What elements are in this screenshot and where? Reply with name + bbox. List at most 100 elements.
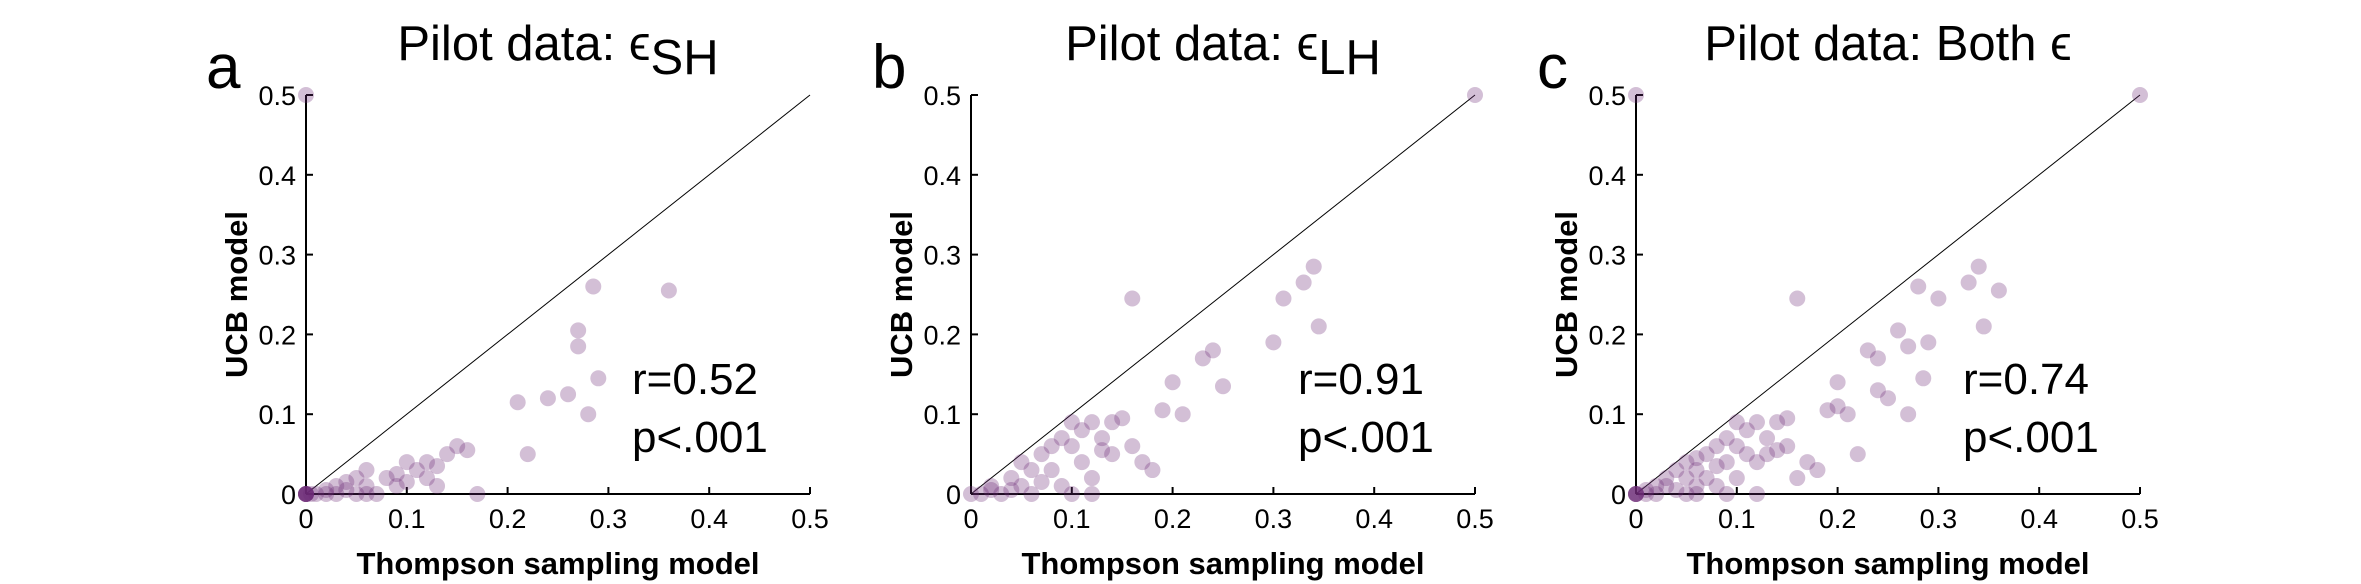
scatter-point (1144, 462, 1161, 479)
scatter-point (298, 486, 314, 502)
panel-title: Pilot data: ϵLH (1065, 17, 1381, 85)
scatter-point (1628, 486, 1644, 502)
scatter-point (585, 278, 602, 295)
scatter-point (1668, 462, 1685, 479)
panel-a: a Pilot data: ϵSH 0 0.1 0.2 0.3 0.4 0.5 0 0.1 0.2 0… (206, 17, 829, 581)
scatter-point (1900, 338, 1917, 355)
scatter-point (1960, 274, 1977, 291)
scatter-point (298, 486, 314, 502)
scatter-point (1194, 350, 1211, 367)
scatter-point (1124, 438, 1141, 455)
scatter-point (1628, 486, 1644, 502)
scatter-point (1789, 470, 1806, 487)
scatter-point (358, 462, 375, 479)
y-tick-label: 0.4 (923, 161, 961, 191)
scatter-point (983, 478, 1000, 495)
scatter-point (2132, 87, 2148, 103)
y-tick-label: 0.3 (258, 241, 296, 271)
scatter-point (1910, 278, 1927, 295)
x-tick-label: 0.2 (489, 504, 527, 534)
scatter-point (429, 458, 446, 475)
scatter-point (1063, 486, 1080, 502)
scatter-point (1728, 414, 1745, 431)
scatter-point (388, 466, 405, 483)
y-tick-label: 0.2 (1588, 320, 1626, 350)
scatter-point (1073, 422, 1090, 439)
x-tick-label: 0.4 (1355, 504, 1393, 534)
scatter-point (1799, 454, 1816, 471)
scatter-point (1104, 414, 1121, 431)
correlation-r: r=0.74 (1963, 355, 2089, 404)
y-tick-label: 0 (946, 480, 961, 510)
scatter-point (1748, 414, 1765, 431)
scatter-point (1134, 454, 1151, 471)
scatter-point (418, 454, 435, 471)
panel-c: c Pilot data: Both ϵ 0 0.1 0.2 0.3 0.4 0.5 0 0.1 0… (1537, 17, 2159, 581)
scatter-point (398, 474, 415, 491)
scatter-point (1003, 470, 1020, 487)
scatter-point (1688, 486, 1705, 502)
scatter-point (1718, 430, 1735, 447)
scatter-point (1869, 382, 1886, 399)
scatter-point (1073, 454, 1090, 471)
scatter-point (1859, 342, 1876, 359)
scatter-point (1970, 258, 1987, 275)
title-prefix: Pilot data: (397, 17, 629, 71)
scatter-point (439, 446, 456, 463)
scatter-point (1839, 406, 1856, 423)
scatter-point (1628, 486, 1644, 502)
scatter-point (459, 442, 476, 459)
scatter-point (1708, 438, 1725, 455)
scatter-point (570, 322, 587, 339)
x-tick-label: 0.5 (791, 504, 829, 534)
scatter-point (1628, 486, 1644, 502)
scatter-point (1063, 438, 1080, 455)
identity-line (305, 94, 811, 495)
scatter-point (1698, 446, 1715, 463)
scatter-point (519, 446, 536, 463)
scatter-point (1215, 378, 1231, 395)
x-tick-label: 0 (1628, 504, 1643, 534)
y-tick-label: 0 (281, 480, 296, 510)
scatter-point (1658, 470, 1675, 487)
y-axis-label: UCB model (219, 211, 254, 378)
x-axis-label: Thompson sampling model (356, 546, 759, 581)
scatter-point (1769, 414, 1786, 431)
scatter-point (973, 486, 990, 502)
y-tick-label: 0.1 (258, 400, 296, 430)
scatter-points (963, 87, 1483, 502)
scatter-point (358, 478, 375, 495)
scatter-point (1467, 87, 1483, 103)
scatter-point (1053, 430, 1070, 447)
scatter-point (1164, 374, 1181, 391)
scatter-point (1305, 258, 1322, 275)
scatter-point (1023, 486, 1040, 502)
x-tick-label: 0.2 (1819, 504, 1857, 534)
scatter-point (1688, 462, 1705, 479)
y-axis-label: UCB model (1549, 211, 1584, 378)
scatter-point (539, 390, 556, 407)
title-prefix: Pilot data: (1065, 17, 1297, 71)
scatter-point (1265, 334, 1282, 351)
scatter-point (398, 454, 415, 471)
panel-title: Pilot data: Both ϵ (1704, 17, 2072, 71)
scatter-point (303, 486, 320, 502)
x-tick-label: 0 (963, 504, 978, 534)
x-tick-label: 0.1 (1718, 504, 1756, 534)
scatter-point (1779, 410, 1796, 427)
scatter-point (1869, 350, 1886, 367)
scatter-point (1789, 290, 1806, 307)
scatter-point (963, 486, 979, 502)
x-tick-label: 0.4 (690, 504, 728, 534)
title-epsilon: ϵ (1297, 17, 1319, 71)
scatter-point (509, 394, 526, 411)
y-tick-label: 0.5 (258, 81, 296, 111)
scatter-point (1708, 478, 1725, 495)
x-tick-label: 0.3 (590, 504, 628, 534)
scatter-point (1013, 454, 1030, 471)
scatter-point (1638, 482, 1655, 499)
scatter-point (1154, 402, 1171, 419)
p-value: p<.001 (1298, 413, 1434, 462)
scatter-point (1678, 454, 1695, 471)
scatter-point (338, 474, 355, 491)
